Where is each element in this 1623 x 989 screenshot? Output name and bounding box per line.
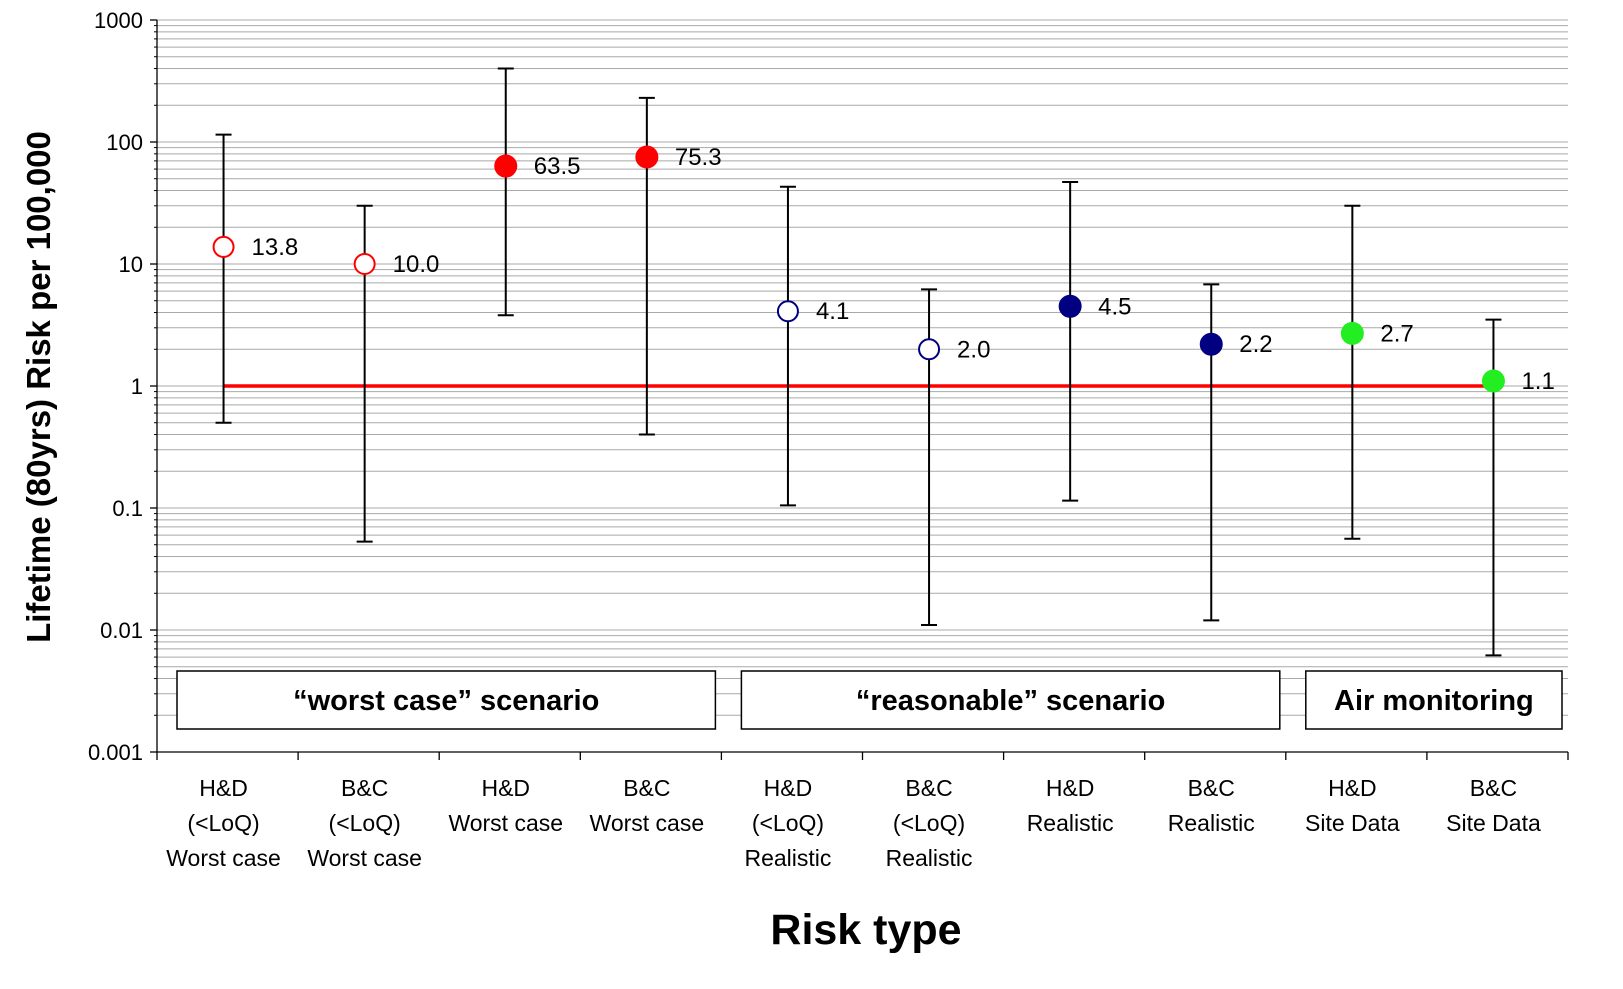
category-label: B&C (<LoQ) Worst case — [307, 775, 422, 871]
category-label-line: H&D — [1328, 775, 1377, 801]
category-label-line: H&D — [481, 775, 530, 801]
data-label: 63.5 — [534, 153, 581, 180]
data-label: 4.1 — [816, 298, 849, 325]
data-label: 10.0 — [393, 251, 440, 278]
data-label: 75.3 — [675, 144, 722, 171]
category-label: H&D Site Data — [1305, 775, 1400, 836]
y-tick-label: 0.1 — [112, 496, 143, 521]
scenario-label: Air monitoring — [1334, 685, 1534, 717]
data-point — [212, 235, 235, 258]
y-tick-labels: 1000 100 10 1 0.1 0.01 0.001 — [88, 8, 143, 765]
category-label-line: Realistic — [1168, 810, 1255, 836]
category-label-line: B&C — [1188, 775, 1235, 801]
y-tick-label: 0.01 — [100, 618, 143, 643]
category-label-line: (<LoQ) — [752, 810, 824, 836]
scenario-box — [176, 670, 717, 730]
category-label-line: B&C — [341, 775, 388, 801]
x-axis-label: Risk type — [770, 906, 961, 954]
category-label-line: B&C — [623, 775, 670, 801]
data-point — [776, 300, 799, 323]
data-labels: 13.8 10.0 63.5 75.3 4.1 2.0 4.5 2.2 2.7 1.1 — [252, 144, 1555, 395]
data-label: 2.2 — [1239, 331, 1272, 358]
y-tick-label: 0.001 — [88, 740, 143, 765]
data-point — [1199, 332, 1223, 356]
data-label: 2.0 — [957, 336, 990, 363]
data-point — [494, 154, 518, 178]
category-label: H&D (<LoQ) Worst case — [166, 775, 281, 871]
y-axis-label: Lifetime (80yrs) Risk per 100,000 — [20, 131, 57, 643]
category-label: B&C Site Data — [1446, 775, 1541, 836]
data-label: 2.7 — [1380, 320, 1413, 347]
category-label: H&D (<LoQ) Realistic — [744, 775, 831, 871]
axes — [150, 19, 1569, 760]
category-label-line: (<LoQ) — [329, 810, 401, 836]
y-tick-label: 100 — [106, 130, 143, 155]
scenario-label: “worst case” scenario — [293, 685, 599, 717]
category-label-line: Realistic — [886, 845, 973, 871]
category-label-line: Worst case — [590, 810, 705, 836]
category-label-line: Realistic — [744, 845, 831, 871]
category-label: B&C (<LoQ) Realistic — [886, 775, 973, 871]
category-label-line: Realistic — [1027, 810, 1114, 836]
category-label-line: H&D — [1046, 775, 1095, 801]
scenario-box — [1305, 670, 1563, 730]
category-label-line: Site Data — [1305, 810, 1400, 836]
scenario-box — [740, 670, 1281, 730]
data-point — [1058, 294, 1082, 318]
data-label: 1.1 — [1521, 368, 1554, 395]
category-label-line: Worst case — [166, 845, 281, 871]
data-point — [353, 253, 376, 275]
scenario-label: “reasonable” scenario — [856, 685, 1165, 717]
category-label-line: Site Data — [1446, 810, 1541, 836]
category-label-line: B&C — [905, 775, 952, 801]
category-label-line: B&C — [1470, 775, 1517, 801]
data-point — [918, 338, 941, 361]
category-label-line: (<LoQ) — [893, 810, 965, 836]
scenario-boxes: “worst case” scenario “reasonable” scenar… — [176, 670, 1563, 730]
category-label-line: Worst case — [307, 845, 422, 871]
data-label: 13.8 — [252, 234, 299, 261]
category-label: H&D Worst case — [448, 775, 563, 836]
category-label-line: (<LoQ) — [187, 810, 259, 836]
y-tick-label: 1000 — [94, 8, 143, 33]
error-bars — [215, 67, 1502, 657]
category-label-line: Worst case — [448, 810, 563, 836]
category-label-line: H&D — [199, 775, 248, 801]
data-point — [1481, 369, 1505, 393]
y-tick-label: 1 — [131, 374, 143, 399]
category-label-line: H&D — [764, 775, 813, 801]
data-points — [212, 145, 1505, 393]
category-label: B&C Realistic — [1168, 775, 1255, 836]
minor-gridlines — [157, 19, 1568, 716]
data-point — [635, 145, 659, 169]
category-label: H&D Realistic — [1027, 775, 1114, 836]
y-tick-label: 10 — [119, 252, 143, 277]
category-label: B&C Worst case — [590, 775, 705, 836]
data-label: 4.5 — [1098, 293, 1131, 320]
data-point — [1340, 321, 1364, 345]
